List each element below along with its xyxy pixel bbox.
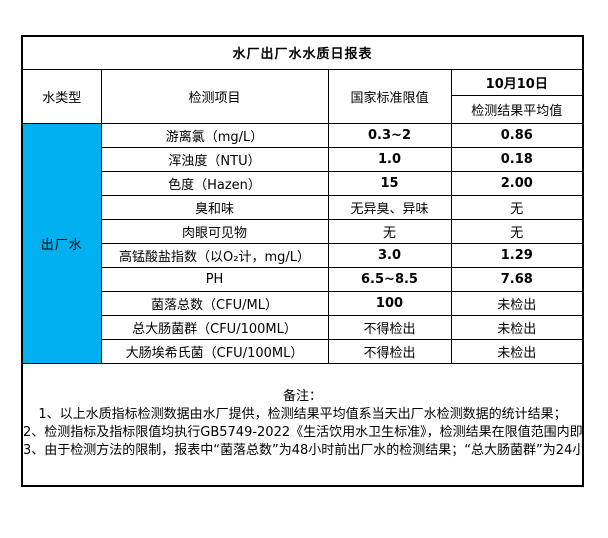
limit-cell: 3.0 — [327, 242, 452, 268]
limit-cell: 100 — [327, 290, 452, 316]
limit-cell: 15 — [327, 170, 452, 196]
page-title: 水厂出厂水水质日报表 — [21, 35, 584, 70]
test-item-cell: 大肠埃希氏菌（CFU/100ML） — [100, 338, 329, 364]
title-row: 水厂出厂水水质日报表 — [21, 35, 584, 70]
test-item-cell: 浑浊度（NTU） — [100, 146, 329, 172]
header-result-avg: 检测结果平均值 — [450, 94, 584, 124]
note-line: 2、检测指标及指标限值均执行GB5749-2022《生活饮用水卫生标准》，检测结… — [23, 425, 584, 441]
notes-row: 备注： 1、以上水质指标检测数据由水厂提供，检测结果平均值系当天出厂水检测数据的… — [21, 362, 584, 487]
table-row: 臭和味 无异臭、异味无 — [22, 194, 584, 220]
header-water-type: 水类型 — [21, 68, 102, 124]
result-cell: 未检出 — [450, 338, 584, 364]
data-rows: 出厂水 游离氯（mg/L） 0.3~2 0.86 浑浊度（NTU） 1.0 0.18 色度（H… — [21, 122, 584, 364]
daily-report: 水厂出厂水水质日报表 水类型 检测项目 国家标准限值 10月10日 检测结果平均… — [21, 35, 585, 487]
test-item-cell: 游离氯（mg/L） — [100, 122, 329, 148]
test-item-cell: 肉眼可见物 — [100, 218, 329, 244]
report-table: 水厂出厂水水质日报表 水类型 检测项目 国家标准限值 10月10日 检测结果平均… — [21, 35, 585, 487]
test-item-cell: 菌落总数（CFU/ML） — [100, 290, 329, 316]
water-type-cell: 出厂水 — [21, 122, 102, 364]
note-line: 3、由于检测方法的限制，报表中“菌落总数”为48小时前出厂水的检测结果；“总大肠… — [23, 443, 584, 459]
result-cell: 未检出 — [450, 290, 584, 316]
notes-list: 1、以上水质指标检测数据由水厂提供，检测结果平均值系当天出厂水检测数据的统计结果… — [23, 406, 582, 460]
result-cell: 1.29 — [450, 242, 584, 268]
limit-cell: 不得检出 — [327, 338, 452, 364]
table-row: 色度（Hazen） 15 2.00 — [22, 170, 584, 196]
report-footer: 备注： 1、以上水质指标检测数据由水厂提供，检测结果平均值系当天出厂水检测数据的… — [21, 362, 584, 487]
header-row-1: 水类型 检测项目 国家标准限值 10月10日 — [21, 68, 584, 124]
limit-cell: 无 — [327, 218, 452, 244]
notes-label: 备注： — [283, 389, 323, 405]
test-item-cell: 总大肠菌群（CFU/100ML） — [100, 314, 329, 340]
result-cell: 无 — [450, 218, 584, 244]
table-row: PH 6.5~8.5 7.68 — [22, 266, 584, 292]
table-row: 浑浊度（NTU） 1.0 0.18 — [22, 146, 584, 172]
report-header: 水厂出厂水水质日报表 水类型 检测项目 国家标准限值 10月10日 检测结果平均… — [21, 35, 584, 124]
note-line: 1、以上水质指标检测数据由水厂提供，检测结果平均值系当天出厂水检测数据的统计结果… — [38, 407, 567, 423]
limit-cell: 0.3~2 — [327, 122, 452, 148]
notes-cell: 备注： 1、以上水质指标检测数据由水厂提供，检测结果平均值系当天出厂水检测数据的… — [21, 362, 584, 487]
test-item-cell: 臭和味 — [100, 194, 329, 220]
test-item-cell: 色度（Hazen） — [100, 170, 329, 196]
table-row: 肉眼可见物无无 — [22, 218, 584, 244]
limit-cell: 不得检出 — [327, 314, 452, 340]
header-row-2: 检测结果平均值 — [22, 94, 584, 124]
result-cell: 0.86 — [450, 122, 584, 148]
table-row: 高锰酸盐指数（以O₂计，mg/L） 3.0 1.29 — [22, 242, 584, 268]
header-test-item: 检测项目 — [100, 68, 329, 124]
test-item-cell: PH — [100, 266, 329, 292]
result-cell: 无 — [450, 194, 584, 220]
test-item-cell: 高锰酸盐指数（以O₂计，mg/L） — [100, 242, 329, 268]
result-cell: 未检出 — [450, 314, 584, 340]
header-date: 10月10日 — [450, 68, 584, 96]
table-row: 总大肠菌群（CFU/100ML） 不得检出 未检出 — [22, 314, 584, 340]
table-row: 大肠埃希氏菌（CFU/100ML） 不得检出 未检出 — [22, 338, 584, 364]
table-row: 出厂水 游离氯（mg/L） 0.3~2 0.86 — [21, 122, 584, 364]
result-cell: 2.00 — [450, 170, 584, 196]
limit-cell: 无异臭、异味 — [327, 194, 452, 220]
result-cell: 7.68 — [450, 266, 584, 292]
header-national-limit: 国家标准限值 — [327, 68, 452, 124]
result-cell: 0.18 — [450, 146, 584, 172]
limit-cell: 1.0 — [327, 146, 452, 172]
table-row: 菌落总数（CFU/ML） 100 未检出 — [22, 290, 584, 316]
limit-cell: 6.5~8.5 — [327, 266, 452, 292]
